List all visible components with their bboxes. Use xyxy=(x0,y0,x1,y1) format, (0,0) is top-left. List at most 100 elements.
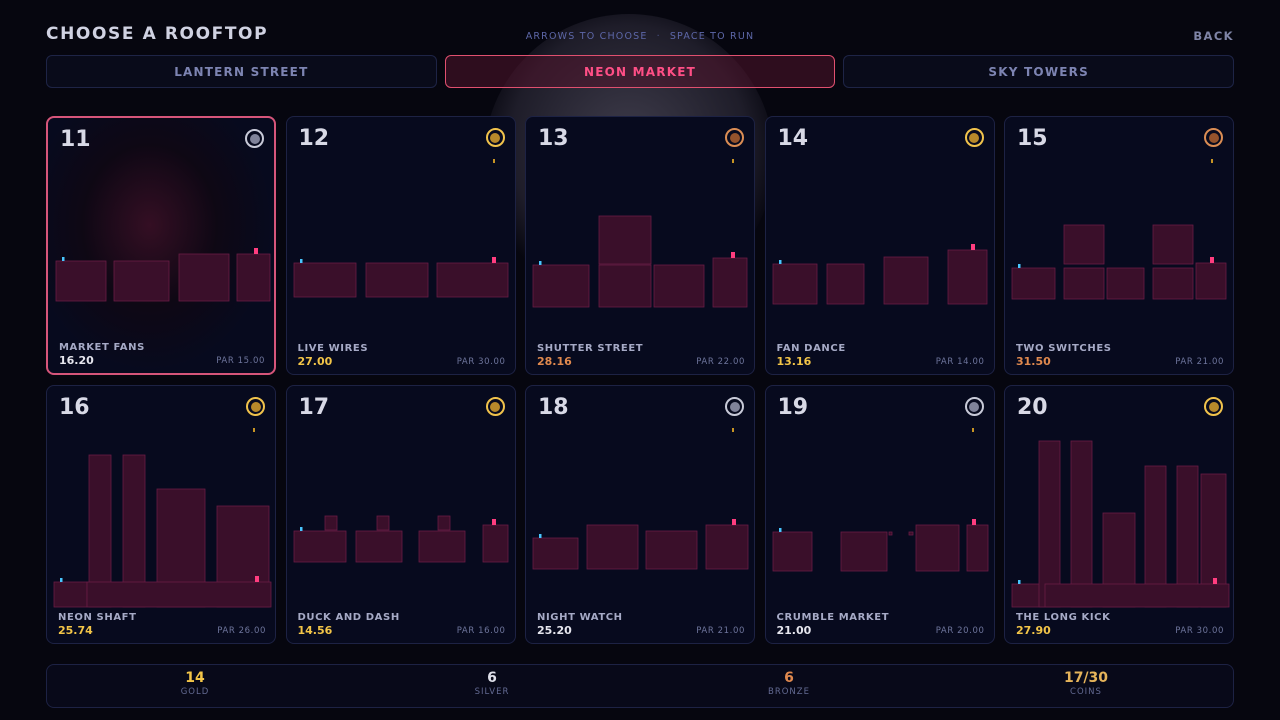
level-name: MARKET FANS xyxy=(59,342,145,353)
level-preview xyxy=(293,515,508,563)
goal-marker xyxy=(1210,257,1214,263)
par-time: PAR 26.00 xyxy=(217,626,266,636)
goal-marker xyxy=(970,244,975,250)
tab-sky-towers[interactable]: SKY TOWERS xyxy=(843,55,1235,88)
medal-core xyxy=(490,401,500,412)
level-preview xyxy=(772,519,988,572)
gold-medal-icon xyxy=(1204,397,1223,416)
start-marker xyxy=(539,534,542,538)
level-preview xyxy=(532,519,749,570)
rooftop-block xyxy=(772,263,817,305)
rooftop-block xyxy=(712,257,748,308)
best-time: 25.74 xyxy=(58,624,93,637)
gold-medal-icon xyxy=(964,128,984,147)
rooftop-block xyxy=(908,531,913,536)
start-marker xyxy=(1018,264,1021,268)
coins-stat: 17/30 COINS xyxy=(1026,670,1146,697)
start-marker xyxy=(299,259,302,263)
rooftop-block xyxy=(178,253,230,302)
rooftop-block xyxy=(482,524,508,563)
coin-indicator-icon xyxy=(1211,159,1213,163)
level-name: FAN DANCE xyxy=(776,343,846,354)
tab-lantern-street[interactable]: LANTERN STREET xyxy=(46,55,437,88)
par-time: PAR 21.00 xyxy=(696,626,745,636)
gold-medal-icon xyxy=(485,128,505,147)
medal-core xyxy=(729,132,740,143)
level-number: 13 xyxy=(538,126,569,151)
level-card-13[interactable]: 13 SHUTTER STREET 28.16 PAR 22.00 xyxy=(525,116,755,375)
rooftop-block xyxy=(840,531,887,572)
level-name: DUCK AND DASH xyxy=(297,612,400,623)
tab-neon-market[interactable]: NEON MARKET xyxy=(444,55,836,88)
silver-medal-icon xyxy=(964,397,984,416)
level-card-18[interactable]: 18 NIGHT WATCH 25.20 PAR 21.00 xyxy=(525,385,755,644)
level-number: 18 xyxy=(538,395,569,420)
rooftop-block xyxy=(532,264,590,308)
level-preview xyxy=(1011,224,1227,300)
hint-arrows: ARROWS TO CHOOSE xyxy=(525,31,648,42)
level-card-11[interactable]: 11 MARKET FANS 16.20 PAR 15.00 xyxy=(46,116,276,375)
bronze-medal-icon xyxy=(1204,128,1223,147)
medal-core xyxy=(490,132,500,143)
level-name: LIVE WIRES xyxy=(297,343,369,354)
medal-core xyxy=(969,401,979,412)
rooftop-block xyxy=(1063,224,1105,265)
rooftop-block xyxy=(598,264,652,308)
level-card-12[interactable]: 12 LIVE WIRES 27.00 PAR 30.00 xyxy=(285,116,516,375)
gold-label: GOLD xyxy=(180,687,210,697)
coin-indicator-icon xyxy=(732,428,734,432)
bronze-label: BRONZE xyxy=(768,687,810,697)
page-title: CHOOSE A ROOFTOP xyxy=(46,24,269,44)
silver-medal-icon xyxy=(245,129,264,148)
par-time: PAR 15.00 xyxy=(216,356,265,366)
level-name: SHUTTER STREET xyxy=(537,343,644,354)
medal-core xyxy=(969,132,979,143)
medal-core xyxy=(729,401,740,412)
level-card-14[interactable]: 14 FAN DANCE 13.16 PAR 14.00 xyxy=(764,116,995,375)
coins-label: COINS xyxy=(1070,687,1102,697)
level-number: 12 xyxy=(298,126,330,151)
rooftop-block xyxy=(324,515,337,531)
controls-hint: ARROWS TO CHOOSE · SPACE TO RUN xyxy=(0,31,1280,42)
rooftop-block xyxy=(598,215,652,265)
level-card-20[interactable]: 20 THE LONG KICK 27.90 PAR 30.00 xyxy=(1004,385,1234,644)
rooftop-block xyxy=(1044,583,1230,608)
best-time: 27.90 xyxy=(1016,624,1051,637)
rooftop-block xyxy=(86,581,272,608)
rooftop-block xyxy=(772,531,812,572)
start-marker xyxy=(62,257,65,261)
par-time: PAR 20.00 xyxy=(935,626,985,636)
level-preview xyxy=(772,244,987,305)
rooftop-block xyxy=(113,260,170,302)
medal-summary: 14 GOLD 6 SILVER 6 BRONZE 17/30 COINS xyxy=(46,664,1234,708)
level-card-19[interactable]: 19 CRUMBLE MARKET 21.00 PAR 20.00 xyxy=(764,385,995,644)
goal-marker xyxy=(1213,578,1217,584)
rooftop-block xyxy=(55,260,107,302)
start-marker xyxy=(299,527,302,531)
level-number: 17 xyxy=(298,395,330,420)
coin-indicator-icon xyxy=(971,428,974,432)
coin-indicator-icon xyxy=(492,159,495,163)
level-card-16[interactable]: 16 NEON SHAFT 25.74 PAR 26.00 xyxy=(46,385,276,644)
par-time: PAR 22.00 xyxy=(696,357,745,367)
bronze-medal-icon xyxy=(725,128,744,147)
par-time: PAR 14.00 xyxy=(935,357,985,367)
level-preview xyxy=(293,257,508,298)
level-card-15[interactable]: 15 TWO SWITCHES 31.50 PAR 21.00 xyxy=(1004,116,1234,375)
level-number: 19 xyxy=(777,395,809,420)
goal-marker xyxy=(255,576,259,582)
par-time: PAR 16.00 xyxy=(456,626,506,636)
rooftop-block xyxy=(1152,267,1194,300)
rooftop-block xyxy=(1195,262,1227,300)
rooftop-block xyxy=(293,530,346,563)
back-button[interactable]: BACK xyxy=(1193,29,1234,43)
rooftop-block xyxy=(915,524,959,572)
rooftop-block xyxy=(966,524,988,572)
start-marker xyxy=(60,578,63,582)
coins-count: 17/30 xyxy=(1063,670,1109,686)
hint-space: SPACE TO RUN xyxy=(669,31,755,42)
level-name: TWO SWITCHES xyxy=(1016,343,1112,354)
best-time: 13.16 xyxy=(776,355,812,368)
rooftop-block xyxy=(653,264,705,308)
level-card-17[interactable]: 17 DUCK AND DASH 14.56 PAR 16.00 xyxy=(285,385,516,644)
